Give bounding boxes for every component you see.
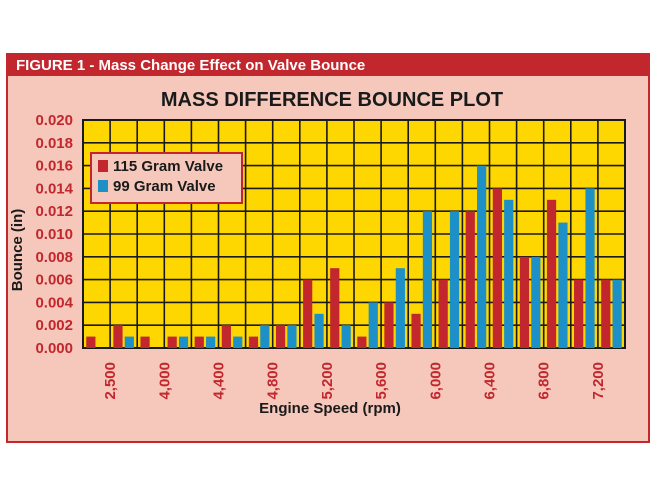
bar-115g [275,325,286,348]
y-tick-label: 0.000 [35,340,73,357]
bar-115g [86,336,96,348]
bar-99g [260,325,270,348]
bar-115g [330,268,340,348]
bar-115g [574,279,584,348]
y-tick-label: 0.008 [35,249,73,266]
y-tick-label: 0.012 [35,203,73,220]
bar-99g [233,336,243,348]
bar-115g [357,336,367,348]
y-tick-label: 0.018 [35,135,73,152]
bar-115g [194,336,204,348]
bar-115g [492,188,502,348]
x-tick-label: 6,800 [536,362,553,400]
y-tick-label: 0.016 [35,158,73,175]
bar-99g [585,188,595,348]
bar-99g [395,268,405,348]
bar-115g [601,279,611,348]
x-tick-label: 4,000 [156,362,173,400]
bar-99g [531,256,541,348]
legend-swatch-115g [98,160,108,172]
y-tick-label: 0.004 [35,294,73,311]
figure-label: FIGURE 1 - Mass Change Effect on Valve B… [16,57,366,74]
x-axis-title: Engine Speed (rpm) [259,400,401,417]
bar-115g [303,279,313,348]
bar-115g [140,336,150,348]
bar-115g [411,313,421,348]
y-tick-label: 0.014 [35,180,73,197]
legend-label: 99 Gram Valve [113,178,216,195]
figure-header-bar: FIGURE 1 - Mass Change Effect on Valve B… [8,55,648,76]
bar-115g [167,336,177,348]
bar-99g [368,302,378,348]
y-axis-title: Bounce (in) [9,209,26,292]
x-tick-label: 2,500 [102,362,119,400]
bar-99g [314,313,324,348]
x-tick-label: 6,000 [427,362,444,400]
bar-99g [287,325,297,348]
y-tick-label: 0.002 [35,317,73,334]
bar-99g [206,336,216,348]
bar-99g [124,336,134,348]
y-tick-label: 0.010 [35,226,73,243]
chart-title: MASS DIFFERENCE BOUNCE PLOT [161,89,503,111]
x-tick-label: 4,400 [211,362,228,400]
bar-115g [438,279,448,348]
bar-99g [449,211,460,348]
x-tick-label: 6,400 [482,362,499,400]
bar-115g [384,302,394,348]
y-tick-label: 0.020 [35,112,73,129]
y-tick-label: 0.006 [35,272,73,289]
bar-115g [519,256,530,348]
bar-115g [248,336,259,348]
x-tick-label: 5,200 [319,362,336,400]
x-tick-label: 5,600 [373,362,390,400]
legend-swatch-99g [98,180,108,192]
bar-99g [558,222,568,348]
bar-115g [221,325,231,348]
bar-115g [113,325,123,348]
bar-99g [504,199,514,348]
bar-99g [612,279,622,348]
bar-99g [477,165,487,348]
bar-99g [341,325,351,348]
x-tick-label: 4,800 [265,362,282,400]
bar-115g [465,211,475,348]
bar-99g [178,336,189,348]
x-tick-label: 7,200 [590,362,607,400]
legend-label: 115 Gram Valve [113,158,223,175]
bar-99g [422,211,433,348]
legend-box [90,152,243,204]
bar-115g [546,199,557,348]
